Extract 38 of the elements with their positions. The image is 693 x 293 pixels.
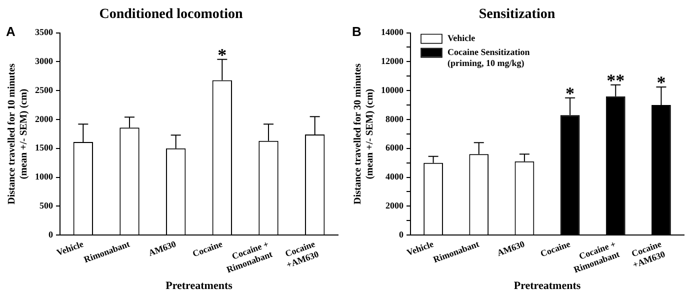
chart-title: Conditioned locomotion — [99, 7, 243, 22]
y-tick-label: 3000 — [35, 56, 54, 66]
text: A — [6, 24, 16, 40]
annotation: * — [218, 45, 227, 66]
chart-title: Sensitization — [478, 7, 556, 22]
x-tick-label: Cocaine — [191, 238, 224, 259]
annotation: * — [566, 83, 575, 104]
y-tick-label: 1500 — [35, 142, 54, 153]
y-axis-title: Distance travelled for 10 minutes (mean +/- SEM) (cm) — [6, 63, 30, 204]
y-tick-label: 12000 — [381, 56, 404, 66]
y-tick-label: 1000 — [35, 172, 54, 182]
x-tick-label: AM630 — [147, 238, 178, 258]
legend-label: Cocaine Sensitization (priming, 10 mg/kg) — [448, 47, 530, 68]
y-tick-label: 2000 — [386, 200, 404, 211]
y-tick-label: 2000 — [35, 114, 54, 124]
y-tick-label: 2500 — [35, 84, 54, 95]
y-tick-label: 0 — [399, 229, 404, 240]
text: B — [352, 24, 362, 40]
y-tick-label: 3500 — [35, 27, 54, 38]
y-tick-label: 4000 — [386, 172, 404, 182]
legend-label: Vehicle — [448, 33, 476, 44]
y-tick-label: 10000 — [381, 84, 404, 95]
x-axis-title: Pretreatments — [166, 280, 234, 292]
x-tick-label: Vehicle — [405, 238, 435, 258]
x-tick-label: Cocaine +AM630 — [630, 238, 667, 270]
y-tick-label: 14000 — [381, 27, 404, 38]
x-tick-label: Vehicle — [55, 238, 85, 258]
annotation: ** — [606, 70, 625, 90]
x-tick-label: Cocaine — [539, 238, 572, 259]
x-tick-label: Cocaine +AM630 — [284, 238, 320, 270]
x-tick-label: AM630 — [496, 238, 526, 258]
y-tick-label: 6000 — [386, 142, 404, 153]
annotation: * — [656, 72, 666, 93]
y-tick-label: 8000 — [386, 114, 404, 124]
y-tick-label: 0 — [48, 229, 54, 240]
y-axis-title: Distance travelled for 30 minutes (mean +/- SEM) (cm) — [352, 63, 376, 204]
y-tick-label: 500 — [40, 200, 54, 211]
x-axis-title: Pretreatments — [514, 280, 582, 292]
